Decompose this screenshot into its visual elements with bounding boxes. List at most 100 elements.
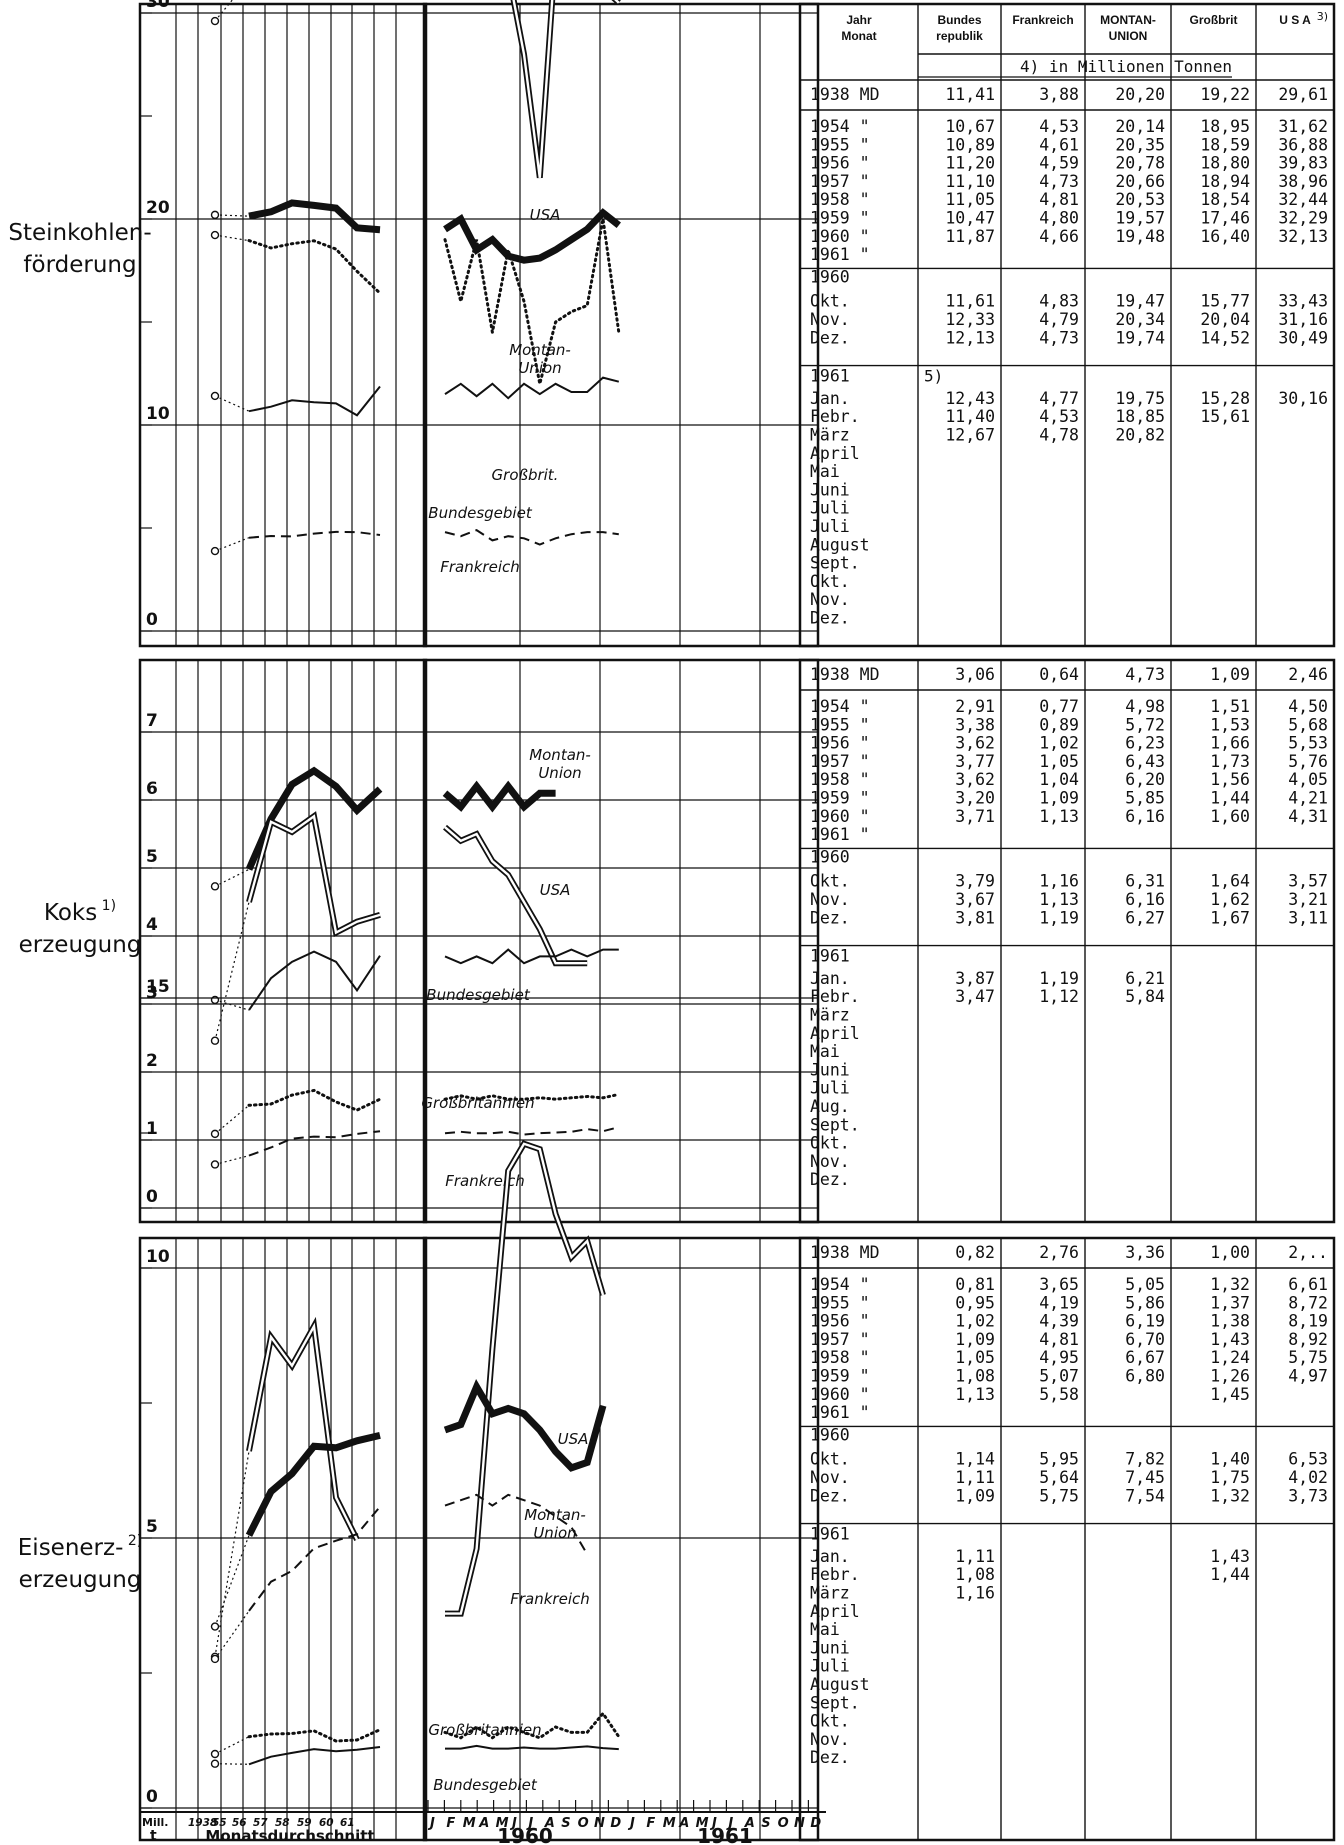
table-row-period: Sept. bbox=[810, 1115, 860, 1134]
annual-series-gro-britannien-connector bbox=[214, 1736, 250, 1755]
usa-label-line: USA bbox=[530, 206, 561, 224]
table-cell: 8,92 bbox=[1288, 1330, 1328, 1349]
bundesgebiet-label-line: Bundesgebiet bbox=[426, 986, 531, 1004]
footer-month-label: J bbox=[509, 1816, 517, 1831]
annual-series-frankreich bbox=[248, 530, 381, 539]
table-cell: 20,66 bbox=[1115, 172, 1165, 191]
annual-series-gro-britannien-connector bbox=[214, 1104, 250, 1135]
table-cell: 1,02 bbox=[955, 1312, 995, 1331]
table-cell: 12,33 bbox=[945, 310, 995, 329]
table-cell: 1,13 bbox=[1039, 890, 1079, 909]
table-cell: 4,73 bbox=[1125, 665, 1165, 684]
table-header-line: republik bbox=[936, 29, 983, 43]
montan-union-label-line: Union bbox=[538, 764, 581, 782]
annual-point-1938 bbox=[210, 546, 220, 556]
annual-series-frankreich bbox=[248, 1130, 381, 1157]
annual-point-1938 bbox=[210, 882, 220, 891]
annual-series-usa-connector bbox=[214, 1450, 250, 1657]
monthly-series-bundesgebiet bbox=[444, 376, 620, 400]
footer-month-label: D bbox=[810, 1816, 821, 1831]
usa-label: USA bbox=[540, 881, 571, 899]
footer-year-1961: 1961 bbox=[697, 1824, 753, 1845]
annual-series-frankreich-connector bbox=[214, 537, 250, 552]
table-row-period: Sept. bbox=[810, 1693, 860, 1712]
table-cell: 15,28 bbox=[1200, 389, 1250, 408]
table-cell: 11,61 bbox=[945, 292, 995, 311]
table-cell: 19,22 bbox=[1200, 85, 1250, 104]
table-cell: 12,13 bbox=[945, 328, 995, 347]
table-row-period: 1958 " bbox=[810, 770, 870, 789]
table-header-line: Großbrit bbox=[1190, 13, 1238, 27]
section-label-line: erzeugung bbox=[19, 932, 142, 958]
table-row-period: Nov. bbox=[810, 310, 850, 329]
section-label-line: Koks 1) bbox=[44, 898, 116, 926]
monthly-series-usa-inner bbox=[444, 826, 588, 965]
table-cell: 0,81 bbox=[955, 1275, 995, 1294]
table-row-period: April bbox=[810, 444, 860, 463]
monthly-series-usa-inner bbox=[445, 1142, 605, 1615]
table-cell: 3,21 bbox=[1288, 890, 1328, 909]
table-cell: 1,32 bbox=[1210, 1486, 1250, 1505]
data-table: 1938 MD 0,82 2,76 3,36 1,00 2,.. 1954 " 0,81 3,6… bbox=[800, 1243, 1334, 1767]
footer-month-label: J bbox=[725, 1816, 733, 1831]
table-row-period: 1957 " bbox=[810, 1330, 870, 1349]
table-frame bbox=[798, 658, 1336, 1224]
table-cell: 4,05 bbox=[1288, 770, 1328, 789]
section-label: Steinkohlen-förderung bbox=[8, 220, 151, 278]
monthly-series-montan-union bbox=[442, 780, 556, 813]
table-cell: 19,47 bbox=[1115, 292, 1165, 311]
table-cell: 20,78 bbox=[1115, 154, 1165, 173]
table-cell: 1,19 bbox=[1039, 969, 1079, 988]
table-cell: 1,44 bbox=[1210, 789, 1250, 808]
frankreich-label-line: Frankreich bbox=[440, 558, 520, 576]
usa-label-line: USA bbox=[558, 1430, 589, 1448]
table-header: Jahr Monat bbox=[841, 13, 876, 43]
table-cell: 20,20 bbox=[1115, 85, 1165, 104]
monthly-panel-frame bbox=[422, 658, 820, 1224]
table-cell: 1,26 bbox=[1210, 1367, 1250, 1386]
annual-point-1938 bbox=[210, 1654, 220, 1664]
footer-month-label: F bbox=[446, 1816, 455, 1831]
section-label-line: förderung bbox=[23, 252, 136, 278]
y-tick-label: 10 bbox=[146, 404, 170, 424]
table-cell: 15,77 bbox=[1200, 292, 1250, 311]
table-row-period: April bbox=[810, 1602, 860, 1621]
table-row-period: Okt. bbox=[810, 292, 850, 311]
section-label: Koks 1) erzeugung bbox=[19, 898, 142, 958]
frankreich-label: Frankreich bbox=[445, 1172, 525, 1190]
annual-series-gro-brit--connector bbox=[214, 234, 250, 242]
annual-series-usa-connector bbox=[214, 0, 234, 22]
table-cell: 30,16 bbox=[1278, 389, 1328, 408]
monthly-series-gro-britannien bbox=[443, 1711, 621, 1740]
y-tick-label: 4 bbox=[146, 915, 158, 935]
table-row-period: Nov. bbox=[810, 590, 850, 609]
usa-label: USA bbox=[530, 206, 561, 224]
montan-union-label-line: Montan- bbox=[529, 746, 591, 764]
table-row-period: Sept. bbox=[810, 554, 860, 573]
table-cell: 19,48 bbox=[1115, 227, 1165, 246]
table-row-period: Febr. bbox=[810, 1565, 860, 1584]
table-header-line: Frankreich bbox=[1012, 13, 1073, 27]
montan-union-label: Montan-Union bbox=[529, 746, 591, 782]
bundesgebiet-label-line: Bundesgebiet bbox=[433, 1776, 538, 1794]
table-cell: 12,67 bbox=[945, 426, 995, 445]
annual-series-montan-union bbox=[245, 1431, 381, 1537]
table-cell: 1,66 bbox=[1210, 734, 1250, 753]
footer-year-tick: 56 bbox=[232, 1817, 247, 1829]
table-row-period: Jan. bbox=[810, 389, 850, 408]
table-cell: 10,67 bbox=[945, 117, 995, 136]
table-header-line: MONTAN- bbox=[1100, 13, 1156, 27]
footer-month-label: M bbox=[696, 1816, 709, 1831]
table-row-period: Okt. bbox=[810, 1712, 850, 1731]
montan-union-label: Montan-Union bbox=[524, 1506, 586, 1542]
table-cell: 3,06 bbox=[955, 665, 995, 684]
table-cell: 6,19 bbox=[1125, 1312, 1165, 1331]
table-row-period: Okt. bbox=[810, 872, 850, 891]
table-cell: 3,67 bbox=[955, 890, 995, 909]
grossbritannien-label: Großbritannien bbox=[428, 1721, 541, 1739]
table-cell: 4,79 bbox=[1039, 310, 1079, 329]
section-koks: 7 6 5 4 3 2 1 0 Koks 1) erzeugung Montan-Union USA B… bbox=[19, 658, 1336, 1224]
table-cell: 3,20 bbox=[955, 789, 995, 808]
table-row-period: 1938 MD bbox=[810, 85, 880, 104]
